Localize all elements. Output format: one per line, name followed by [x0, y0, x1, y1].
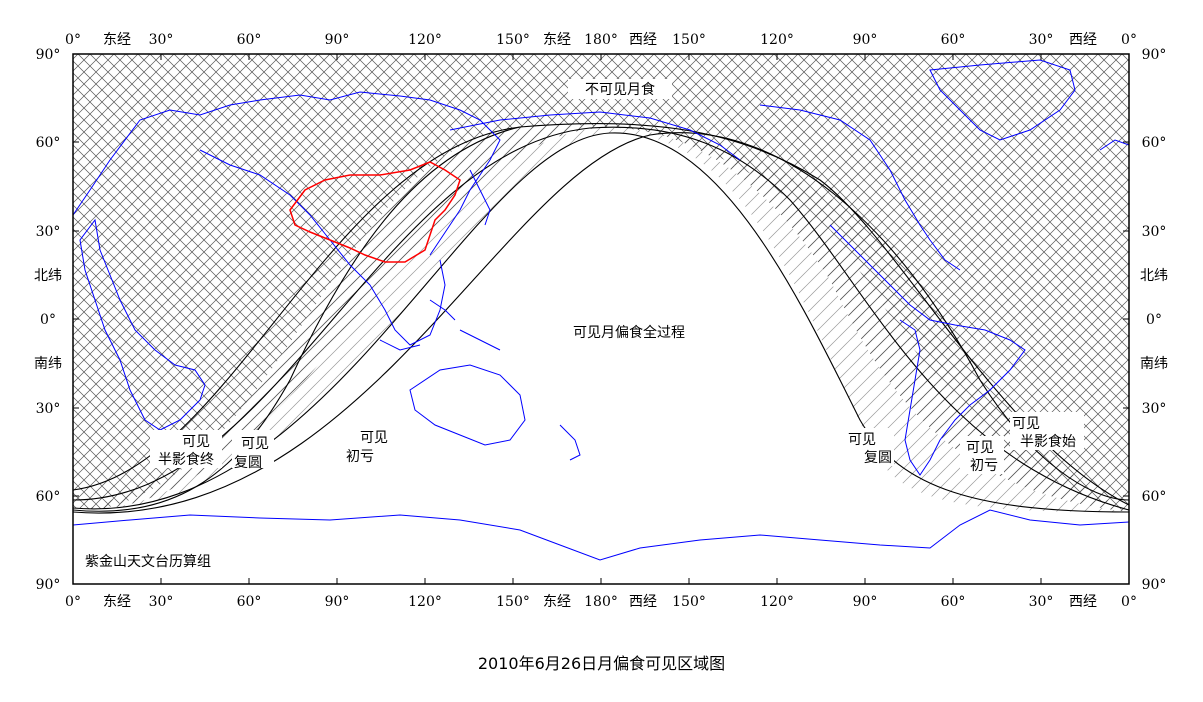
- asia-south-coast: [199, 149, 446, 346]
- europe-east-edge: [1099, 139, 1129, 151]
- top-tick-2: 60°: [237, 32, 262, 48]
- left-south-label: 南纬: [34, 356, 62, 372]
- penumbra-start-label-1: 可见: [1012, 416, 1040, 432]
- reappear-curve: [73, 126, 1129, 511]
- right-axis: 90° 60° 30° 北纬 0° 南纬 30° 60° 90°: [1140, 47, 1168, 593]
- not-visible-label: 不可见月食: [585, 81, 655, 98]
- penumbra-start-label-2: 半影食始: [1020, 433, 1076, 450]
- top-tick-6: 180°: [584, 32, 618, 48]
- top-tick-0: 0°: [65, 32, 81, 48]
- first-contact-east-label-2: 初亏: [970, 457, 998, 474]
- top-tick-12: 0°: [1121, 32, 1137, 48]
- credit-label: 紫金山天文台历算组: [85, 554, 211, 570]
- top-east-label-west: 东经: [103, 32, 131, 48]
- right-tick-1: 60°: [1142, 135, 1167, 151]
- indonesia-coast: [379, 299, 501, 351]
- australia-coast: [409, 364, 526, 446]
- top-west-label-center: 西经: [629, 32, 657, 48]
- left-tick-6: 90°: [36, 577, 61, 593]
- bottom-tick-3: 90°: [325, 594, 350, 610]
- first-contact-west-label-2: 初亏: [346, 448, 374, 465]
- top-west-label-east: 西经: [1069, 32, 1097, 48]
- left-north-label: 北纬: [34, 268, 62, 284]
- left-tick-2: 30°: [36, 224, 61, 240]
- top-tick-4: 120°: [408, 32, 442, 48]
- right-south-label: 南纬: [1140, 356, 1168, 372]
- left-tick-3: 0°: [40, 312, 56, 328]
- map-area: [73, 54, 1129, 584]
- top-tick-5: 150°: [496, 32, 530, 48]
- new-zealand-coast: [559, 424, 581, 461]
- penumbra-end-curve: [73, 122, 1129, 506]
- bottom-tick-12: 0°: [1121, 594, 1137, 610]
- coastlines: [73, 59, 1129, 561]
- bottom-tick-9: 90°: [853, 594, 878, 610]
- south-america-coast: [829, 224, 1026, 476]
- right-north-label: 北纬: [1140, 268, 1168, 284]
- penumbra-end-label-1: 可见: [182, 434, 210, 450]
- bottom-east-label-center: 东经: [543, 594, 571, 610]
- penumbra-end-label-2: 半影食终: [158, 451, 214, 468]
- curve-labels: 可见 半影食终 可见 复圆 可见 初亏 可见 复圆 可见 初亏 可见 半影食始: [150, 412, 1084, 474]
- right-tick-0: 90°: [1142, 47, 1167, 63]
- reappear-west-label-2: 复圆: [234, 454, 262, 471]
- left-tick-1: 60°: [36, 135, 61, 151]
- bottom-tick-6: 180°: [584, 594, 618, 610]
- first-contact-curve: [73, 132, 1129, 513]
- right-tick-6: 90°: [1142, 577, 1167, 593]
- right-tick-3: 0°: [1146, 312, 1162, 328]
- china-border: [289, 161, 461, 263]
- top-tick-10: 60°: [941, 32, 966, 48]
- top-tick-8: 120°: [760, 32, 794, 48]
- bottom-tick-4: 120°: [408, 594, 442, 610]
- left-axis: 90° 60° 30° 北纬 0° 南纬 30° 60° 90°: [34, 47, 62, 593]
- top-tick-11: 30°: [1029, 32, 1054, 48]
- fully-visible-region: [73, 132, 1129, 584]
- bottom-tick-10: 60°: [941, 594, 966, 610]
- left-tick-4: 30°: [36, 401, 61, 417]
- bottom-tick-0: 0°: [65, 594, 81, 610]
- top-tick-1: 30°: [149, 32, 174, 48]
- bottom-tick-8: 120°: [760, 594, 794, 610]
- africa-coast: [79, 218, 206, 431]
- bottom-west-label-east: 西经: [1069, 594, 1097, 610]
- bottom-tick-1: 30°: [149, 594, 174, 610]
- tick-marks: [72, 53, 1130, 585]
- curve-west-a: [73, 126, 521, 512]
- bottom-tick-7: 150°: [672, 594, 706, 610]
- bottom-tick-5: 150°: [496, 594, 530, 610]
- reappear-west-label-1: 可见: [241, 436, 269, 452]
- right-tick-2: 30°: [1142, 224, 1167, 240]
- left-tick-0: 90°: [36, 47, 61, 63]
- greenland-coast: [929, 59, 1076, 141]
- asia-north-coast: [449, 111, 741, 161]
- top-east-label-center: 东经: [543, 32, 571, 48]
- bottom-tick-11: 30°: [1029, 594, 1054, 610]
- antarctica-coast: [73, 509, 1129, 561]
- left-tick-5: 60°: [36, 489, 61, 505]
- right-tick-4: 30°: [1142, 401, 1167, 417]
- bottom-east-label-west: 东经: [103, 594, 131, 610]
- north-america-coast: [759, 104, 961, 271]
- reappear-east-label-1: 可见: [848, 432, 876, 448]
- bottom-axis: 0° 30° 60° 90° 120° 150° 180° 150° 120° …: [65, 594, 1137, 610]
- region-labels: 不可见月食 可见月偏食全过程 紫金山天文台历算组: [80, 79, 685, 572]
- top-tick-9: 90°: [853, 32, 878, 48]
- first-contact-west-label-1: 可见: [360, 430, 388, 446]
- top-tick-3: 90°: [325, 32, 350, 48]
- reappear-east-label-2: 复圆: [864, 449, 892, 466]
- right-tick-5: 60°: [1142, 489, 1167, 505]
- page-caption: 2010年6月26日月偏食可见区域图: [477, 654, 726, 673]
- top-tick-7: 150°: [672, 32, 706, 48]
- first-contact-east-label-1: 可见: [966, 440, 994, 456]
- bottom-west-label-center: 西经: [629, 594, 657, 610]
- fully-visible-label: 可见月偏食全过程: [573, 324, 685, 341]
- bottom-tick-2: 60°: [237, 594, 262, 610]
- top-axis: 0° 30° 60° 90° 120° 150° 180° 150° 120° …: [65, 32, 1137, 48]
- japan-coast: [469, 169, 491, 226]
